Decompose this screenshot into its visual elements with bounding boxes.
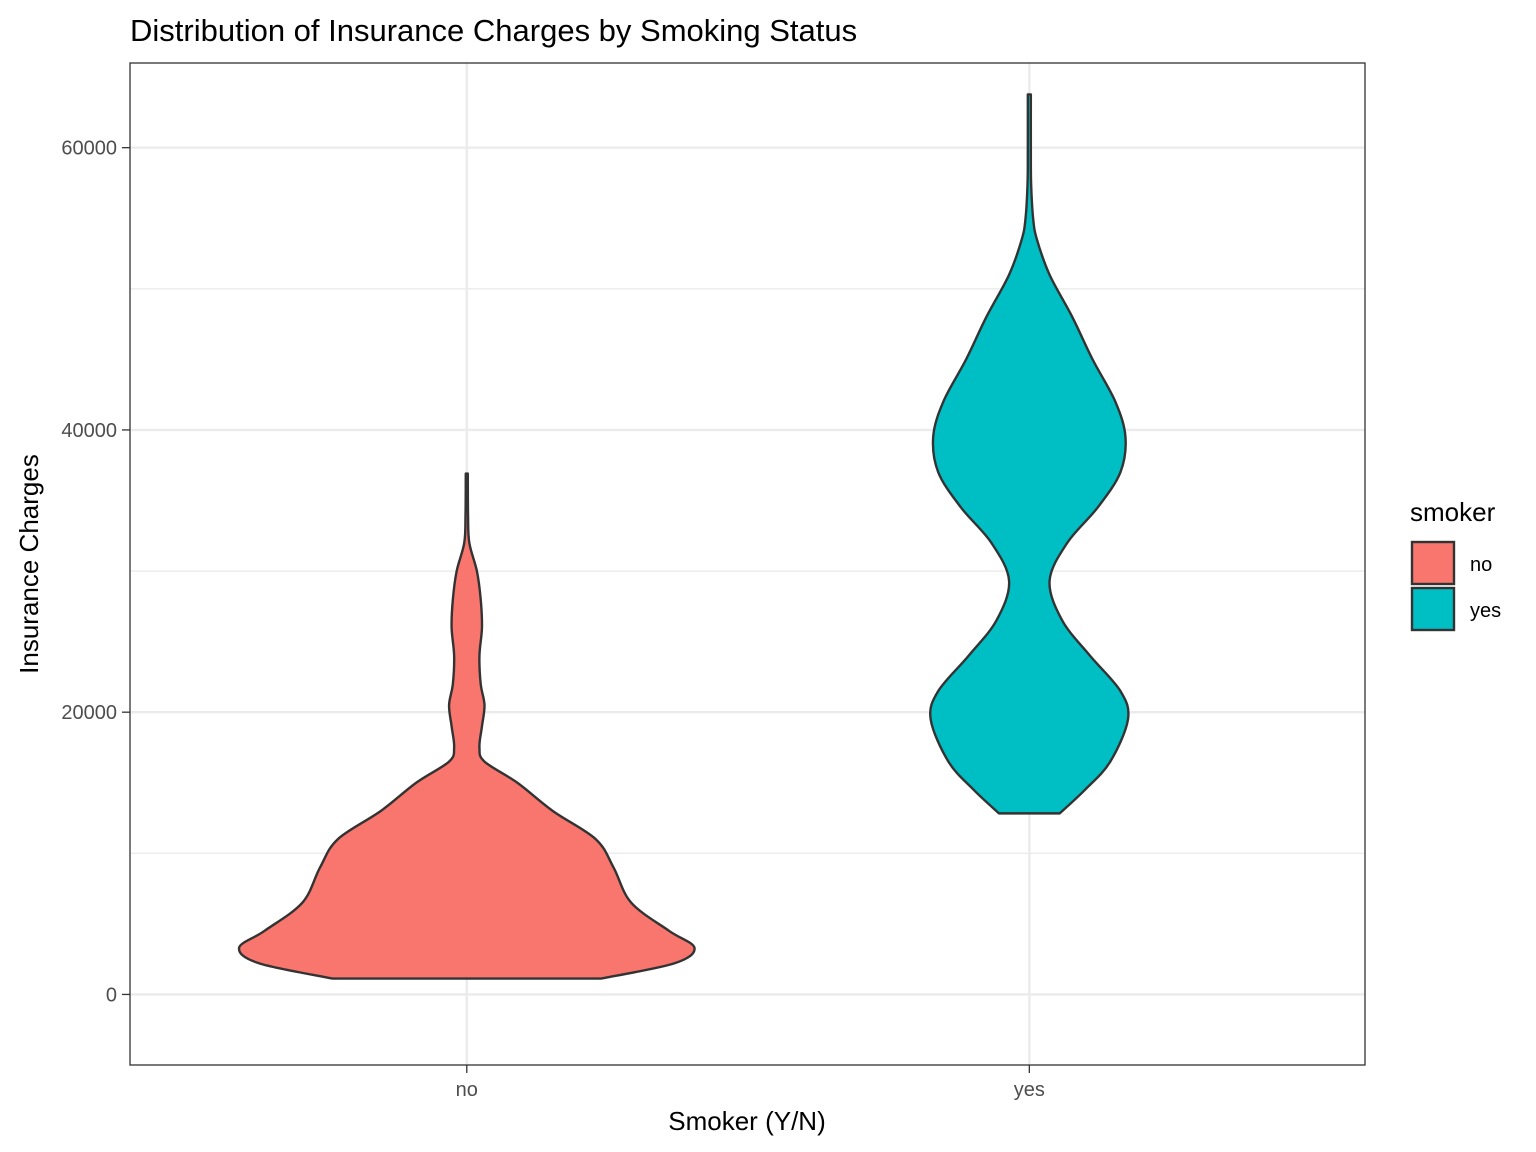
legend-title: smoker <box>1410 497 1496 527</box>
legend-key-no <box>1410 540 1456 586</box>
x-axis-title: Smoker (Y/N) <box>668 1106 825 1136</box>
legend-key-yes <box>1410 586 1456 632</box>
x-axis: no yes <box>456 1065 1045 1101</box>
x-tick-label: yes <box>1014 1079 1045 1101</box>
legend-label-yes: yes <box>1470 600 1501 622</box>
violin-layer <box>237 93 1130 980</box>
y-tick-label: 40000 <box>61 420 117 442</box>
x-tick-label: no <box>456 1079 478 1101</box>
y-tick-label: 20000 <box>61 702 117 724</box>
plot-border <box>129 62 1366 1066</box>
legend: smoker no yes <box>1410 497 1501 632</box>
y-axis: 0 20000 40000 60000 <box>61 138 130 1006</box>
y-tick-label: 0 <box>106 984 117 1006</box>
y-tick-label: 60000 <box>61 138 117 160</box>
legend-label-no: no <box>1470 554 1492 576</box>
violin-no <box>237 472 696 980</box>
violin-yes <box>929 93 1130 815</box>
chart-title: Distribution of Insurance Charges by Smo… <box>130 13 857 48</box>
y-axis-title: Insurance Charges <box>14 454 44 674</box>
